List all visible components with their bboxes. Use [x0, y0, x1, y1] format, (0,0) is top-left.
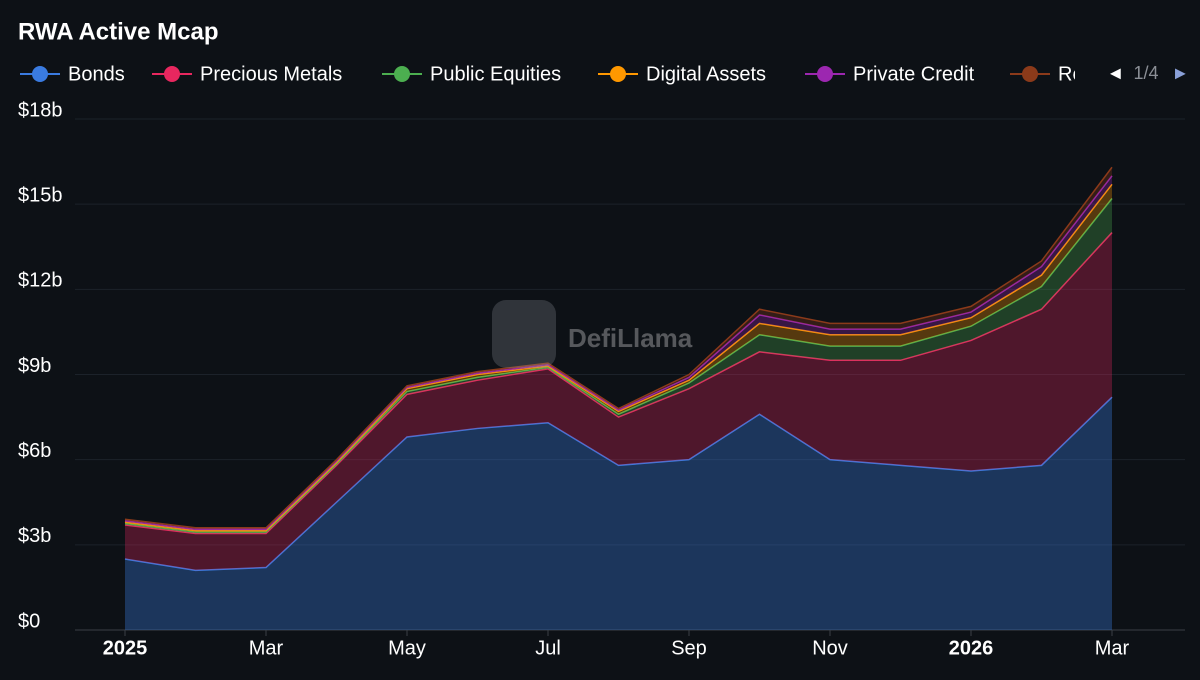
y-tick-label: $15b: [18, 184, 63, 206]
legend: Bonds Precious Metals Public Equities Digit…: [20, 63, 1084, 85]
legend-label: Digital Assets: [646, 63, 766, 85]
chart-title: RWA Active Mcap: [18, 18, 219, 45]
series-line: [124, 198, 1113, 533]
plot: $0 $3b $6b $9b $12b $15b $18b 2025 Mar May Jul Sep N…: [18, 99, 1185, 659]
y-tick-label: $3b: [18, 525, 51, 547]
area-fill: [125, 232, 1112, 571]
y-tick-label: $9b: [18, 355, 51, 377]
series-line: [124, 175, 1113, 530]
legend-label: Public Equities: [430, 63, 561, 85]
x-tick-label: Mar: [1095, 637, 1130, 659]
legend-next[interactable]: ▶: [1175, 65, 1186, 81]
legend-label: Bonds: [68, 63, 125, 85]
watermark: DefiLlama: [568, 323, 693, 353]
legend-label: Private Credit: [853, 63, 975, 85]
y-tick-label: $6b: [18, 440, 51, 462]
x-tick-label: 2025: [103, 637, 148, 659]
x-tick-label: May: [388, 637, 426, 659]
x-tick-label: Jul: [535, 637, 561, 659]
series-line: [124, 166, 1113, 529]
legend-marker: [164, 66, 180, 82]
legend-label: Re: [1058, 63, 1084, 85]
y-tick-label: $12b: [18, 270, 63, 292]
y-tick-label: $18b: [18, 99, 63, 121]
area-fill: [125, 397, 1112, 630]
x-tick-label: Sep: [671, 637, 707, 659]
legend-marker: [394, 66, 410, 82]
legend-page: 1/4: [1133, 63, 1158, 83]
series-line: [124, 232, 1113, 535]
watermark-logo: [492, 300, 556, 368]
x-tick-label: Nov: [812, 637, 848, 659]
legend-marker: [610, 66, 626, 82]
legend-marker: [1022, 66, 1038, 82]
legend-marker: [32, 66, 48, 82]
x-tick-label: 2026: [949, 637, 994, 659]
legend-marker: [817, 66, 833, 82]
y-tick-label: $0: [18, 610, 40, 632]
series-line: [124, 396, 1113, 572]
x-tick-label: Mar: [249, 637, 284, 659]
series-line: [124, 183, 1113, 532]
legend-prev[interactable]: ◀: [1110, 65, 1121, 81]
legend-label: Precious Metals: [200, 63, 342, 85]
